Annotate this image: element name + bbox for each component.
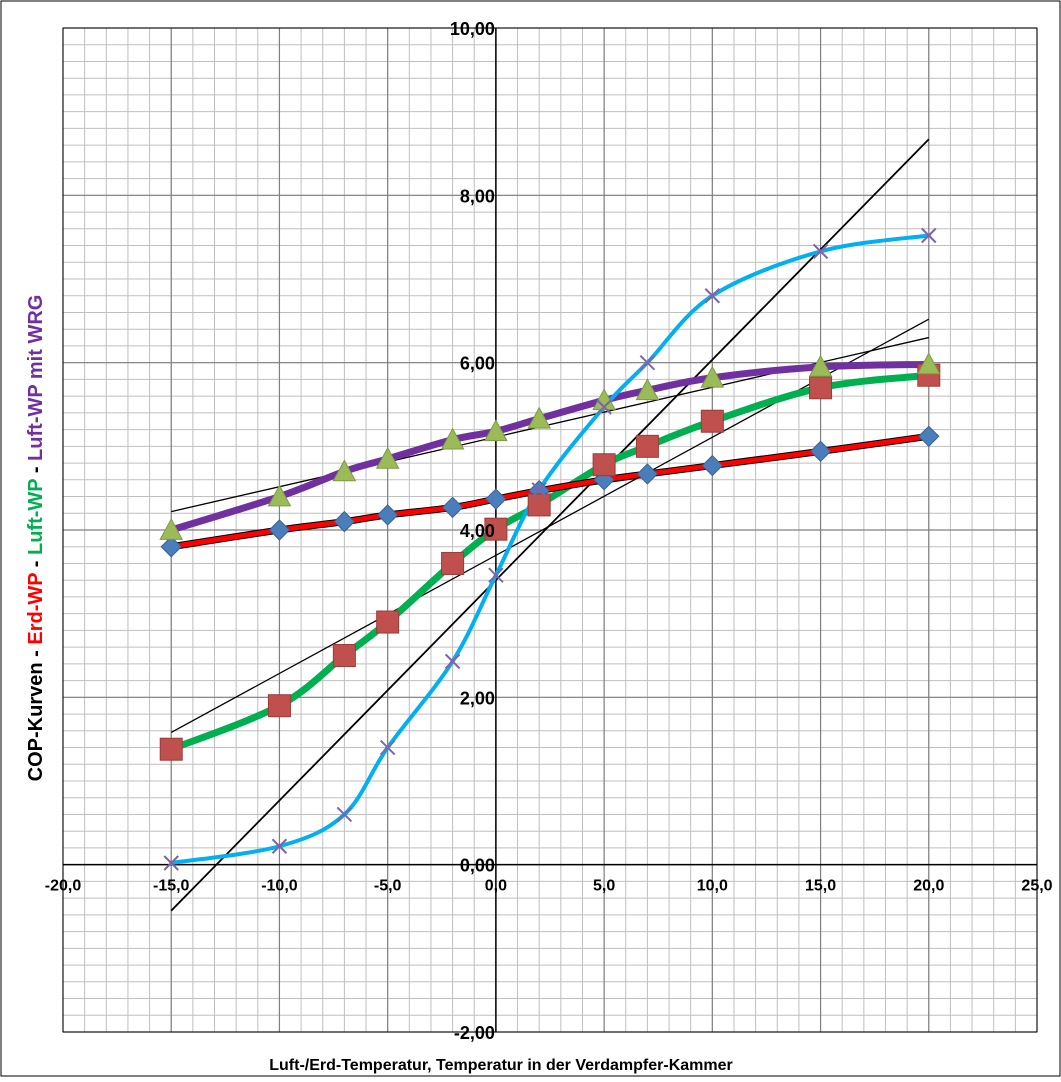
point-x-stroke bbox=[379, 739, 396, 756]
point-erd-wp bbox=[701, 454, 724, 477]
series-line-luft-wp bbox=[167, 371, 933, 753]
point-blue bbox=[271, 838, 288, 854]
series-markers bbox=[159, 227, 941, 871]
point-luft-wp-wrg bbox=[592, 388, 616, 411]
y-axis-title-part: Luft-WP mit WRG bbox=[25, 295, 47, 461]
point-luft-wp bbox=[484, 517, 508, 541]
point-luft-wp-wrg bbox=[484, 419, 508, 442]
point-luft-wp-wrg bbox=[527, 406, 552, 429]
point-erd-wp bbox=[636, 463, 659, 485]
point-luft-wp bbox=[332, 644, 356, 667]
y-axis-title-part: - bbox=[25, 555, 47, 573]
point-luft-wp-wrg bbox=[440, 427, 465, 450]
point-luft-wp-wrg bbox=[700, 365, 725, 388]
series-lines bbox=[167, 233, 933, 865]
y-axis-title: COP-Kurven - Erd-WP - Luft-WP - Luft-WP … bbox=[25, 295, 47, 782]
point-x-stroke bbox=[639, 354, 656, 371]
series-line-luft-wp-wrg bbox=[167, 360, 933, 534]
y-tick-label: 8,00 bbox=[460, 186, 495, 206]
point-x-stroke bbox=[812, 243, 829, 260]
point-blue bbox=[639, 354, 656, 371]
x-tick-label: 25,0 bbox=[1021, 878, 1052, 895]
x-tick-label: 5,0 bbox=[593, 878, 615, 895]
x-tick-label: -20,0 bbox=[45, 878, 82, 895]
x-tick-label: -15,0 bbox=[153, 878, 190, 895]
y-axis-title-part: Erd-WP bbox=[25, 573, 47, 645]
point-luft-wp-wrg bbox=[808, 354, 833, 377]
point-erd-wp bbox=[809, 440, 832, 463]
point-blue bbox=[531, 482, 547, 498]
y-axis-title-part: - bbox=[25, 461, 47, 479]
point-luft-wp bbox=[159, 737, 183, 761]
point-x-stroke bbox=[596, 399, 612, 415]
point-luft-wp bbox=[527, 493, 551, 517]
x-tick-label: 20,0 bbox=[913, 878, 944, 895]
point-x-stroke bbox=[704, 288, 721, 304]
y-tick-label: -2,00 bbox=[454, 1023, 495, 1043]
point-blue bbox=[379, 739, 396, 756]
y-tick-label: 0,00 bbox=[460, 856, 495, 876]
point-luft-wp-wrg bbox=[267, 484, 292, 507]
point-erd-wp bbox=[441, 496, 464, 519]
point-luft-wp bbox=[700, 409, 724, 433]
point-luft-wp bbox=[635, 434, 659, 458]
point-blue bbox=[596, 399, 612, 415]
point-x-stroke bbox=[921, 227, 937, 244]
point-blue bbox=[163, 855, 179, 871]
point-luft-wp bbox=[441, 551, 465, 575]
point-blue bbox=[704, 288, 721, 304]
point-x-stroke bbox=[444, 653, 461, 670]
y-tick-label: 2,00 bbox=[460, 688, 495, 708]
point-luft-wp-wrg bbox=[332, 459, 357, 482]
trendline-blue bbox=[170, 138, 930, 912]
point-erd-wp bbox=[918, 425, 940, 448]
y-tick-label: 10,00 bbox=[450, 19, 495, 39]
point-luft-wp-wrg bbox=[635, 378, 660, 401]
point-luft-wp bbox=[376, 610, 400, 634]
x-tick-label: -5,0 bbox=[374, 878, 402, 895]
x-tick-label: 10,0 bbox=[697, 878, 728, 895]
y-axis-title-part: COP-Kurven - bbox=[25, 645, 47, 782]
point-luft-wp-wrg bbox=[375, 446, 400, 469]
point-erd-wp bbox=[160, 536, 182, 558]
x-tick-label: -10,0 bbox=[261, 878, 298, 895]
y-axis-title-part: Luft-WP bbox=[25, 479, 47, 555]
x-tick-label: 0,0 bbox=[485, 878, 507, 895]
point-blue bbox=[336, 806, 353, 823]
point-blue bbox=[488, 567, 504, 583]
series-line-erd-wp bbox=[168, 433, 932, 550]
point-erd-wp bbox=[268, 519, 291, 541]
point-luft-wp-wrg bbox=[159, 517, 184, 540]
tick-labels: -20,0 -15,0 -10,0 -5,0 0,0 5,0 10,0 15,0 20,0 25,… bbox=[45, 19, 1053, 1043]
point-erd-wp bbox=[485, 488, 507, 510]
point-luft-wp bbox=[809, 376, 833, 400]
point-erd-wp bbox=[333, 510, 356, 533]
point-x-stroke bbox=[271, 838, 288, 854]
x-axis-title: Luft-/Erd-Temperatur, Temperatur in der … bbox=[269, 1057, 733, 1074]
y-tick-label: 4,00 bbox=[460, 521, 495, 541]
plot-area-frame bbox=[62, 27, 1038, 1033]
point-x-stroke bbox=[488, 567, 504, 583]
point-blue bbox=[812, 243, 829, 260]
point-luft-wp-wrg bbox=[916, 352, 941, 375]
point-luft-wp bbox=[592, 453, 616, 477]
y-tick-label: 6,00 bbox=[460, 354, 495, 374]
point-x-stroke bbox=[531, 482, 547, 498]
x-tick-label: 15,0 bbox=[805, 878, 836, 895]
point-blue bbox=[444, 653, 461, 670]
point-x-stroke bbox=[163, 855, 179, 871]
point-erd-wp bbox=[376, 504, 399, 526]
point-blue bbox=[921, 227, 937, 244]
point-x-stroke bbox=[336, 806, 353, 823]
point-luft-wp bbox=[267, 694, 291, 718]
